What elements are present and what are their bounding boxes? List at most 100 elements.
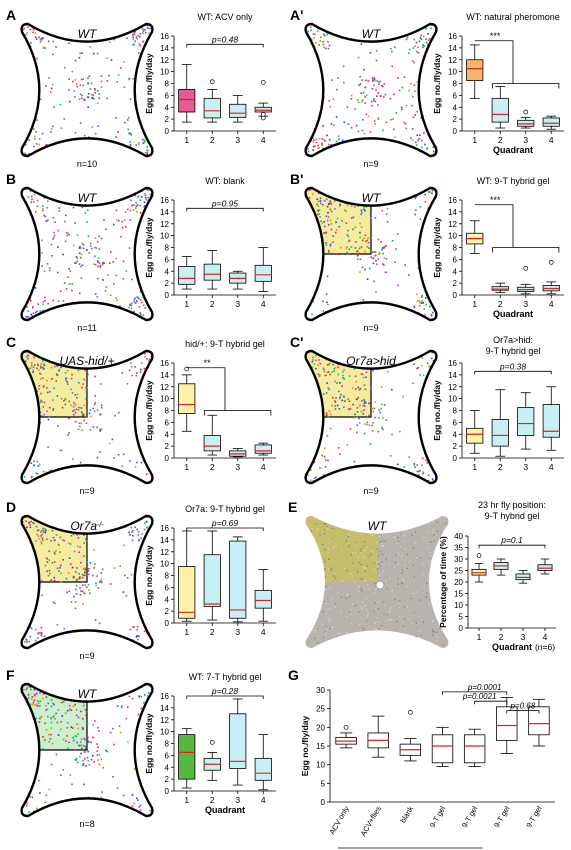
egg-dot — [71, 70, 74, 73]
position-dot — [399, 633, 401, 635]
egg-dot — [336, 88, 338, 91]
egg-dot — [68, 690, 71, 692]
position-dot — [422, 563, 424, 565]
position-dot — [416, 556, 418, 558]
egg-dot — [123, 544, 125, 547]
position-dot — [383, 613, 385, 615]
egg-dot — [143, 528, 146, 531]
egg-dot — [138, 43, 141, 45]
egg-dot — [156, 640, 158, 642]
egg-dot — [30, 24, 33, 25]
egg-dot — [25, 71, 27, 74]
position-dot — [436, 514, 437, 515]
egg-dot — [131, 697, 134, 700]
egg-dot — [39, 318, 41, 320]
egg-dot — [146, 27, 149, 29]
y-tick-label: 16 — [448, 196, 457, 205]
position-dot — [305, 636, 306, 638]
egg-dot — [153, 158, 155, 160]
egg-dot — [74, 411, 77, 414]
egg-dot — [72, 80, 74, 83]
egg-dot — [67, 383, 69, 385]
egg-dot — [410, 137, 412, 139]
position-dot — [350, 612, 352, 615]
egg-dot — [154, 38, 156, 40]
egg-dot — [62, 738, 65, 741]
egg-dot — [22, 550, 24, 553]
egg-dot — [55, 373, 58, 375]
egg-dot — [137, 634, 139, 637]
egg-dot — [37, 684, 39, 687]
position-dot — [428, 603, 430, 605]
egg-dot — [314, 246, 316, 248]
y-tick-label: 6 — [453, 418, 458, 427]
egg-dot — [79, 84, 82, 86]
egg-dot — [125, 595, 128, 597]
egg-dot — [416, 134, 419, 136]
egg-dot — [26, 526, 28, 528]
egg-dot — [84, 708, 87, 711]
egg-dot — [18, 298, 20, 300]
egg-dot — [324, 140, 326, 142]
egg-dot — [317, 210, 319, 212]
y-tick-label: 14 — [160, 44, 169, 53]
egg-dot — [131, 539, 134, 542]
position-dot — [436, 631, 438, 633]
egg-dot — [79, 577, 81, 580]
egg-dot — [367, 141, 370, 144]
egg-dot — [431, 486, 433, 488]
egg-dot — [324, 155, 326, 156]
egg-dot — [438, 313, 440, 315]
position-dot — [433, 540, 435, 542]
egg-dot — [90, 242, 92, 245]
egg-dot — [24, 132, 27, 134]
egg-dot — [59, 566, 61, 569]
egg-dot — [342, 374, 344, 377]
egg-dot — [68, 31, 70, 34]
egg-dot — [306, 41, 309, 44]
egg-dot — [107, 192, 109, 194]
egg-dot — [74, 571, 77, 573]
egg-dot — [40, 414, 43, 417]
egg-dot — [108, 517, 110, 520]
egg-dot — [104, 485, 106, 487]
egg-dot — [326, 301, 328, 304]
significance-stars: ** — [204, 358, 212, 368]
egg-dot — [364, 96, 366, 98]
x-axis-title: Quadrant — [492, 642, 532, 652]
egg-dot — [346, 234, 349, 236]
egg-dot — [44, 144, 47, 147]
egg-dot — [60, 581, 62, 583]
egg-dot — [363, 208, 365, 210]
egg-dot — [71, 289, 73, 292]
position-dot — [376, 587, 378, 589]
position-dot — [407, 635, 409, 637]
egg-dot — [134, 302, 137, 304]
panel-letter: E — [288, 499, 297, 515]
egg-dot — [303, 91, 305, 93]
egg-dot — [32, 20, 34, 22]
egg-dot — [347, 240, 350, 243]
panel-title: hid/+: 9-T hybrid gel — [185, 339, 265, 349]
egg-dot — [64, 403, 67, 406]
egg-dot — [317, 373, 319, 375]
position-dot — [452, 607, 453, 608]
egg-dot — [78, 382, 80, 384]
position-dot — [430, 560, 433, 562]
egg-dot — [82, 764, 85, 767]
egg-dot — [328, 477, 331, 479]
egg-dot — [54, 602, 56, 605]
egg-dot — [64, 67, 66, 69]
egg-dot — [85, 747, 87, 750]
egg-dot — [56, 721, 59, 724]
egg-dot — [40, 715, 43, 718]
egg-dot — [38, 779, 40, 782]
egg-dot — [308, 463, 310, 465]
egg-dot — [57, 246, 59, 248]
egg-dot — [76, 234, 79, 236]
egg-dot — [76, 260, 78, 263]
egg-dot — [346, 246, 348, 248]
egg-dot — [80, 253, 83, 256]
egg-dot — [379, 80, 382, 83]
